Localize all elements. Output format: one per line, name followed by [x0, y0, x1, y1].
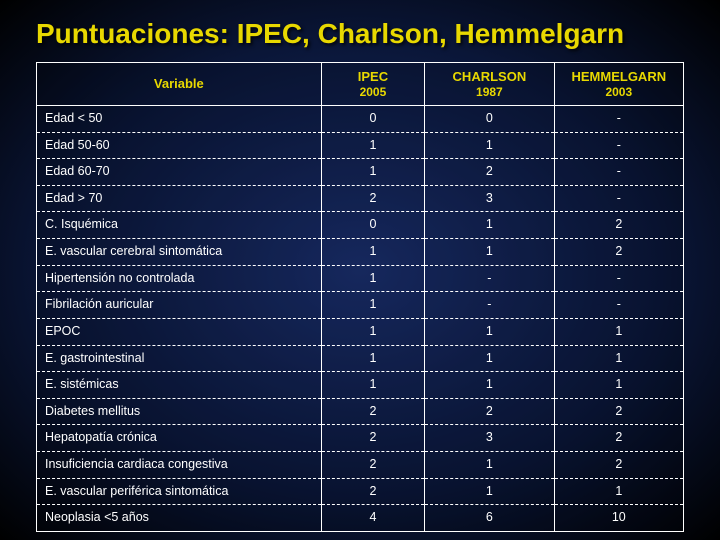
col-header-2: CHARLSON1987 — [425, 63, 554, 106]
variable-cell: Hepatopatía crónica — [37, 425, 322, 452]
value-cell: 0 — [425, 105, 554, 132]
value-cell: 2 — [321, 398, 425, 425]
variable-cell: Edad 50-60 — [37, 132, 322, 159]
value-cell: 1 — [425, 372, 554, 399]
value-cell: 1 — [425, 318, 554, 345]
value-cell: 1 — [425, 132, 554, 159]
value-cell: 0 — [321, 212, 425, 239]
col-header-line2: 2005 — [326, 85, 421, 99]
col-header-1: IPEC2005 — [321, 63, 425, 106]
value-cell: 1 — [554, 318, 683, 345]
value-cell: - — [554, 265, 683, 292]
page-title: Puntuaciones: IPEC, Charlson, Hemmelgarn — [0, 0, 720, 62]
variable-cell: Insuficiencia cardiaca congestiva — [37, 452, 322, 479]
table-row: Diabetes mellitus222 — [37, 398, 684, 425]
value-cell: 1 — [321, 265, 425, 292]
table-row: Hipertensión no controlada1-- — [37, 265, 684, 292]
table-row: Insuficiencia cardiaca congestiva212 — [37, 452, 684, 479]
variable-cell: EPOC — [37, 318, 322, 345]
col-header-0: Variable — [37, 63, 322, 106]
value-cell: - — [554, 159, 683, 186]
table-row: Edad 60-7012- — [37, 159, 684, 186]
table-body: Edad < 5000-Edad 50-6011-Edad 60-7012-Ed… — [37, 105, 684, 531]
value-cell: - — [425, 292, 554, 319]
value-cell: - — [425, 265, 554, 292]
table-row: E. sistémicas111 — [37, 372, 684, 399]
value-cell: 6 — [425, 505, 554, 532]
table-row: E. vascular cerebral sintomática112 — [37, 239, 684, 266]
variable-cell: E. gastrointestinal — [37, 345, 322, 372]
table-row: Fibrilación auricular1-- — [37, 292, 684, 319]
table-row: C. Isquémica012 — [37, 212, 684, 239]
value-cell: 2 — [554, 425, 683, 452]
value-cell: 1 — [321, 132, 425, 159]
value-cell: 1 — [425, 239, 554, 266]
table-row: Edad 50-6011- — [37, 132, 684, 159]
value-cell: 2 — [425, 398, 554, 425]
value-cell: - — [554, 105, 683, 132]
scores-table: VariableIPEC2005CHARLSON1987HEMMELGARN20… — [36, 62, 684, 532]
table-row: Edad < 5000- — [37, 105, 684, 132]
variable-cell: E. vascular cerebral sintomática — [37, 239, 322, 266]
value-cell: 2 — [554, 212, 683, 239]
value-cell: 1 — [554, 372, 683, 399]
value-cell: 2 — [554, 452, 683, 479]
value-cell: - — [554, 292, 683, 319]
table-row: Edad > 7023- — [37, 185, 684, 212]
table-row: EPOC111 — [37, 318, 684, 345]
value-cell: 10 — [554, 505, 683, 532]
value-cell: 2 — [321, 425, 425, 452]
value-cell: 1 — [425, 212, 554, 239]
value-cell: 2 — [554, 239, 683, 266]
value-cell: 1 — [321, 159, 425, 186]
value-cell: 1 — [321, 372, 425, 399]
value-cell: - — [554, 185, 683, 212]
value-cell: 1 — [554, 478, 683, 505]
value-cell: 1 — [425, 478, 554, 505]
table-row: Hepatopatía crónica232 — [37, 425, 684, 452]
value-cell: 3 — [425, 185, 554, 212]
variable-cell: C. Isquémica — [37, 212, 322, 239]
col-header-line1: CHARLSON — [453, 69, 527, 84]
variable-cell: Hipertensión no controlada — [37, 265, 322, 292]
value-cell: 1 — [425, 345, 554, 372]
value-cell: 3 — [425, 425, 554, 452]
col-header-line2: 1987 — [429, 85, 549, 99]
col-header-line1: Variable — [154, 76, 204, 91]
value-cell: 1 — [554, 345, 683, 372]
table-row: E. gastrointestinal111 — [37, 345, 684, 372]
col-header-3: HEMMELGARN2003 — [554, 63, 683, 106]
table-container: VariableIPEC2005CHARLSON1987HEMMELGARN20… — [0, 62, 720, 532]
table-header: VariableIPEC2005CHARLSON1987HEMMELGARN20… — [37, 63, 684, 106]
col-header-line1: IPEC — [358, 69, 388, 84]
table-row: Neoplasia <5 años4610 — [37, 505, 684, 532]
value-cell: 2 — [554, 398, 683, 425]
value-cell: 2 — [321, 478, 425, 505]
value-cell: - — [554, 132, 683, 159]
variable-cell: Edad < 50 — [37, 105, 322, 132]
variable-cell: Neoplasia <5 años — [37, 505, 322, 532]
value-cell: 1 — [321, 292, 425, 319]
variable-cell: Fibrilación auricular — [37, 292, 322, 319]
variable-cell: E. sistémicas — [37, 372, 322, 399]
value-cell: 2 — [321, 452, 425, 479]
col-header-line2: 2003 — [559, 85, 679, 99]
col-header-line1: HEMMELGARN — [571, 69, 666, 84]
table-row: E. vascular periférica sintomática211 — [37, 478, 684, 505]
value-cell: 0 — [321, 105, 425, 132]
value-cell: 4 — [321, 505, 425, 532]
value-cell: 1 — [321, 345, 425, 372]
variable-cell: E. vascular periférica sintomática — [37, 478, 322, 505]
variable-cell: Edad > 70 — [37, 185, 322, 212]
value-cell: 2 — [321, 185, 425, 212]
value-cell: 1 — [321, 239, 425, 266]
variable-cell: Edad 60-70 — [37, 159, 322, 186]
variable-cell: Diabetes mellitus — [37, 398, 322, 425]
value-cell: 2 — [425, 159, 554, 186]
value-cell: 1 — [425, 452, 554, 479]
value-cell: 1 — [321, 318, 425, 345]
